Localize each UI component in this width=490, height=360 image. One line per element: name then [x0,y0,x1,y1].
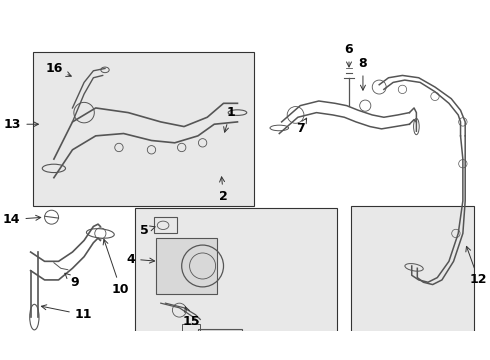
Text: 8: 8 [359,57,368,90]
FancyBboxPatch shape [135,208,338,345]
Text: 16: 16 [45,62,71,76]
Text: 13: 13 [4,118,38,131]
Text: 2: 2 [219,177,228,203]
Text: 4: 4 [126,252,155,266]
Text: 7: 7 [296,118,307,135]
Text: 10: 10 [103,239,129,296]
Text: 6: 6 [344,43,353,67]
Bar [156,238,217,294]
Text: 15: 15 [182,307,200,328]
Text: 3: 3 [0,359,1,360]
Text: 9: 9 [65,273,79,289]
Text: 11: 11 [42,305,92,321]
Bar [154,217,177,233]
Text: 12: 12 [466,246,488,287]
FancyBboxPatch shape [351,206,474,360]
Text: 14: 14 [3,213,41,226]
FancyBboxPatch shape [33,52,254,206]
Text: 1: 1 [223,106,235,132]
Bar [198,329,242,360]
Text: 5: 5 [141,224,155,237]
Bar [182,324,200,357]
